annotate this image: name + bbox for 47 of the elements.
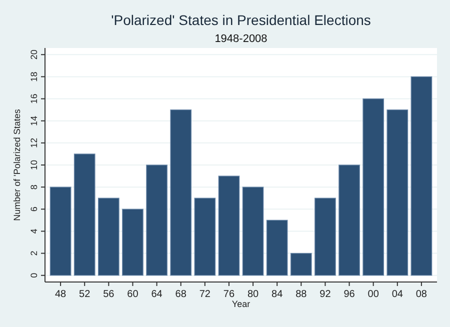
y-tick-label: 0 <box>29 272 39 278</box>
bar <box>170 109 192 276</box>
y-tick-label: 6 <box>29 206 39 212</box>
bar <box>74 154 96 276</box>
y-tick-label: 2 <box>29 250 39 256</box>
x-axis-title: Year <box>232 299 250 309</box>
x-tick-label: 56 <box>103 289 115 300</box>
x-tick-label: 68 <box>175 289 187 300</box>
x-tick-label: 48 <box>54 289 67 300</box>
bar <box>266 220 288 276</box>
x-tick-label: 00 <box>368 289 380 300</box>
bar <box>122 208 144 276</box>
y-axis-title: Number of 'Polarized States <box>12 108 22 221</box>
y-tick-label: 20 <box>29 50 39 60</box>
bar <box>98 198 120 276</box>
bar <box>218 176 240 276</box>
y-tick-label: 8 <box>29 184 39 190</box>
y-tick-label: 4 <box>29 228 39 234</box>
bar <box>50 186 72 276</box>
y-tick-label: 16 <box>29 94 39 104</box>
x-tick-label: 84 <box>272 289 284 300</box>
x-tick-label: 96 <box>344 289 356 300</box>
x-tick-label: 08 <box>416 289 428 300</box>
x-tick-label: 88 <box>296 289 308 300</box>
bar <box>242 186 264 276</box>
y-tick-label: 10 <box>29 160 39 170</box>
bar <box>410 76 432 276</box>
bar <box>338 164 360 276</box>
bar <box>362 98 384 276</box>
chart-title: 'Polarized' States in Presidential Elections <box>111 12 371 28</box>
x-tick-label: 76 <box>223 289 235 300</box>
y-tick-label: 14 <box>29 116 39 126</box>
bar <box>386 109 408 276</box>
x-tick-label: 52 <box>79 289 91 300</box>
y-tick-label: 12 <box>29 138 39 148</box>
y-tick-label: 18 <box>29 72 39 82</box>
x-tick-label: 92 <box>320 289 332 300</box>
x-tick-label: 80 <box>247 289 260 300</box>
bar <box>194 198 216 276</box>
x-tick-label: 60 <box>127 289 139 300</box>
x-tick-label: 04 <box>392 289 404 300</box>
chart-subtitle: 1948-2008 <box>214 33 268 45</box>
bar <box>314 198 336 276</box>
bar <box>290 252 312 276</box>
x-tick-label: 64 <box>151 289 163 300</box>
x-tick-label: 72 <box>199 289 211 300</box>
bar <box>146 164 168 276</box>
